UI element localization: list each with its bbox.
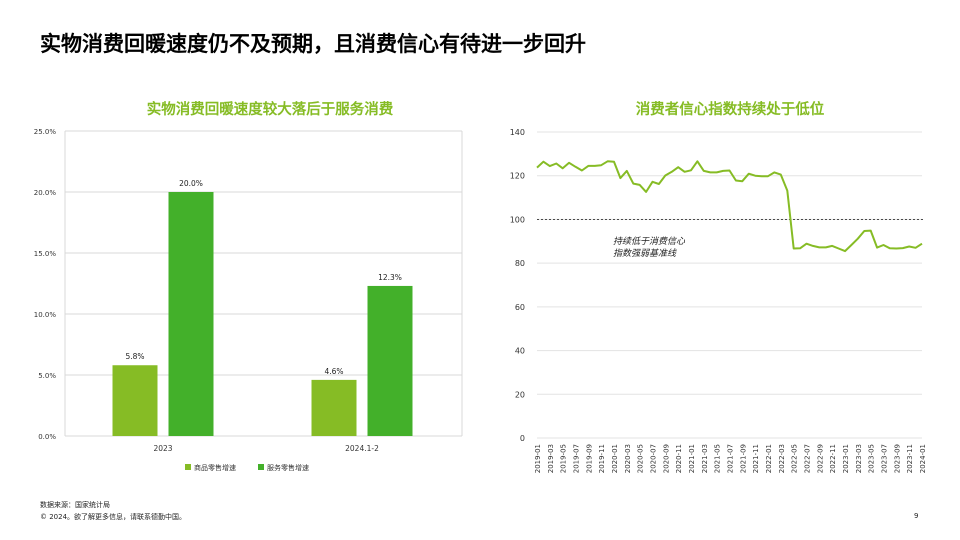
bar-data-label: 20.0% xyxy=(179,179,203,188)
copyright-note: © 2024。欲了解更多信息，请联系德勤中国。 xyxy=(40,513,187,521)
line-x-tick-label: 2023-11 xyxy=(906,444,914,473)
line-x-tick-label: 2020-11 xyxy=(675,444,683,473)
bar-data-label: 4.6% xyxy=(324,367,343,376)
line-x-tick-label: 2023-05 xyxy=(868,444,876,473)
line-x-tick-label: 2019-09 xyxy=(585,444,593,473)
line-x-tick-label: 2019-11 xyxy=(598,444,606,473)
line-y-tick-label: 80 xyxy=(515,259,525,268)
bar-y-tick-label: 25.0% xyxy=(34,128,57,136)
line-x-tick-label: 2022-11 xyxy=(829,444,837,473)
line-y-tick-label: 40 xyxy=(515,347,525,356)
bar xyxy=(168,192,214,436)
slide-title: 实物消费回暖速度仍不及预期，且消费信心有待进一步回升 xyxy=(40,32,586,56)
line-x-tick-label: 2020-01 xyxy=(611,444,619,473)
line-y-tick-label: 120 xyxy=(510,172,525,181)
bar-y-tick-label: 10.0% xyxy=(34,311,57,319)
line-x-tick-label: 2022-07 xyxy=(804,444,812,473)
line-x-tick-label: 2021-01 xyxy=(688,444,696,473)
line-x-tick-label: 2023-03 xyxy=(855,444,863,473)
page-number: 9 xyxy=(914,512,919,520)
line-x-tick-label: 2020-07 xyxy=(650,444,658,473)
bar-data-label: 12.3% xyxy=(378,273,402,282)
bar xyxy=(112,365,158,436)
line-y-tick-label: 0 xyxy=(520,434,525,443)
legend-label: 商品零售增速 xyxy=(194,463,236,472)
line-x-tick-label: 2020-05 xyxy=(637,444,645,473)
line-x-tick-label: 2022-01 xyxy=(765,444,773,473)
line-x-tick-label: 2019-07 xyxy=(573,444,581,473)
legend-label: 服务零售增速 xyxy=(267,463,309,472)
line-x-tick-label: 2021-09 xyxy=(739,444,747,473)
line-x-tick-label: 2020-09 xyxy=(662,444,670,473)
bar-y-tick-label: 20.0% xyxy=(34,189,57,197)
line-x-tick-label: 2022-03 xyxy=(778,444,786,473)
bar-category-label: 2023 xyxy=(153,444,172,453)
line-x-tick-label: 2020-03 xyxy=(624,444,632,473)
line-x-tick-label: 2021-11 xyxy=(752,444,760,473)
legend-swatch xyxy=(258,464,264,470)
line-x-tick-label: 2019-03 xyxy=(547,444,555,473)
bar-y-tick-label: 5.0% xyxy=(38,372,56,380)
line-x-tick-label: 2019-05 xyxy=(560,444,568,473)
line-y-tick-label: 20 xyxy=(515,390,525,399)
line-y-tick-label: 140 xyxy=(510,128,525,137)
line-x-tick-label: 2023-07 xyxy=(881,444,889,473)
line-chart-title: 消费者信心指数持续处于低位 xyxy=(635,102,825,118)
line-y-tick-label: 100 xyxy=(510,215,525,224)
line-x-tick-label: 2023-09 xyxy=(893,444,901,473)
line-x-tick-label: 2021-03 xyxy=(701,444,709,473)
line-y-tick-label: 60 xyxy=(515,303,525,312)
data-source-note: 数据来源：国家统计局 xyxy=(40,501,110,509)
bar-data-label: 5.8% xyxy=(125,352,144,361)
line-annotation: 指数强弱基准线 xyxy=(613,248,677,259)
confidence-index-line xyxy=(536,160,923,253)
bar xyxy=(367,285,413,436)
bar-category-label: 2024.1-2 xyxy=(345,444,379,453)
line-x-tick-label: 2019-01 xyxy=(534,444,542,473)
line-x-tick-label: 2024-01 xyxy=(919,444,927,473)
line-x-tick-label: 2023-01 xyxy=(842,444,850,473)
line-x-tick-label: 2021-07 xyxy=(727,444,735,473)
line-x-tick-label: 2022-05 xyxy=(791,444,799,473)
line-annotation: 持续低于消费信心 xyxy=(613,236,686,247)
bar xyxy=(311,379,357,436)
bar-y-tick-label: 0.0% xyxy=(38,433,56,441)
bar-y-tick-label: 15.0% xyxy=(34,250,57,258)
legend-swatch xyxy=(185,464,191,470)
line-x-tick-label: 2021-05 xyxy=(714,444,722,473)
line-x-tick-label: 2022-09 xyxy=(816,444,824,473)
bar-chart-title: 实物消费回暖速度较大落后于服务消费 xyxy=(146,102,394,118)
